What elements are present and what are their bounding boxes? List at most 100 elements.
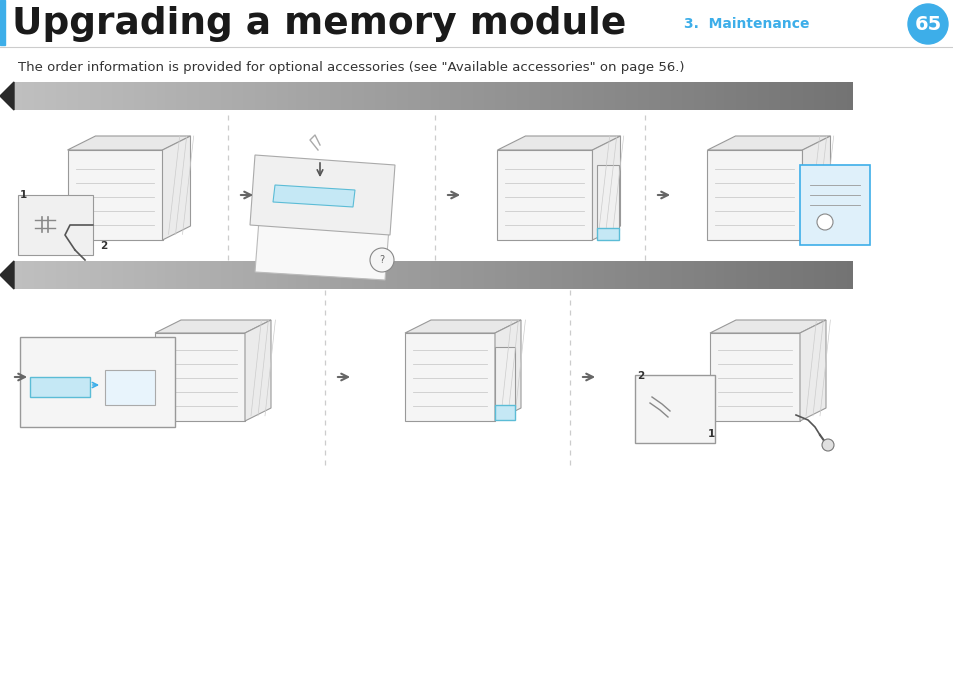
- Bar: [489, 261, 492, 289]
- Bar: [606, 82, 609, 110]
- Bar: [313, 82, 315, 110]
- Bar: [252, 261, 254, 289]
- Bar: [355, 261, 357, 289]
- Bar: [729, 261, 732, 289]
- Bar: [480, 82, 483, 110]
- Bar: [405, 333, 495, 421]
- Bar: [503, 82, 506, 110]
- Bar: [600, 82, 603, 110]
- Bar: [25, 82, 28, 110]
- Bar: [310, 261, 313, 289]
- Bar: [609, 82, 612, 110]
- Bar: [441, 261, 444, 289]
- Bar: [274, 82, 276, 110]
- Bar: [394, 82, 396, 110]
- Bar: [497, 261, 500, 289]
- Bar: [486, 261, 489, 289]
- Bar: [425, 82, 428, 110]
- Bar: [347, 82, 349, 110]
- Bar: [595, 82, 598, 110]
- Bar: [729, 82, 732, 110]
- Bar: [411, 261, 414, 289]
- Bar: [771, 261, 774, 289]
- Bar: [833, 82, 836, 110]
- Bar: [315, 261, 318, 289]
- Bar: [710, 82, 713, 110]
- Bar: [182, 261, 184, 289]
- Bar: [659, 82, 662, 110]
- Bar: [718, 261, 720, 289]
- Bar: [618, 82, 620, 110]
- Bar: [51, 82, 53, 110]
- Bar: [349, 82, 352, 110]
- Bar: [380, 261, 383, 289]
- Bar: [17, 82, 20, 110]
- Bar: [740, 261, 743, 289]
- Bar: [162, 261, 165, 289]
- Bar: [506, 82, 509, 110]
- Bar: [833, 261, 836, 289]
- Bar: [179, 82, 182, 110]
- Bar: [639, 261, 642, 289]
- Bar: [39, 261, 42, 289]
- Bar: [22, 261, 25, 289]
- Bar: [318, 261, 321, 289]
- Bar: [173, 82, 176, 110]
- Polygon shape: [245, 320, 271, 421]
- Bar: [735, 261, 738, 289]
- Bar: [53, 261, 56, 289]
- Bar: [545, 261, 548, 289]
- Bar: [849, 82, 852, 110]
- Bar: [357, 82, 360, 110]
- Bar: [587, 82, 590, 110]
- Bar: [665, 261, 668, 289]
- Bar: [396, 82, 399, 110]
- Bar: [679, 82, 681, 110]
- Bar: [846, 261, 849, 289]
- Bar: [461, 261, 464, 289]
- Bar: [419, 261, 422, 289]
- Bar: [294, 82, 296, 110]
- Bar: [190, 261, 193, 289]
- Bar: [0, 0, 5, 45]
- Bar: [422, 261, 425, 289]
- Bar: [357, 261, 360, 289]
- Bar: [838, 82, 841, 110]
- Bar: [785, 261, 788, 289]
- Bar: [762, 261, 765, 289]
- Bar: [573, 261, 576, 289]
- Bar: [709, 333, 800, 421]
- Bar: [249, 82, 252, 110]
- Bar: [195, 82, 198, 110]
- Bar: [95, 261, 98, 289]
- Bar: [489, 82, 492, 110]
- Bar: [153, 82, 156, 110]
- Bar: [422, 82, 425, 110]
- Bar: [777, 261, 780, 289]
- Bar: [799, 261, 801, 289]
- Bar: [799, 82, 801, 110]
- Bar: [668, 82, 671, 110]
- Bar: [28, 261, 30, 289]
- Bar: [268, 82, 271, 110]
- Bar: [696, 82, 699, 110]
- Bar: [201, 82, 204, 110]
- Bar: [254, 261, 257, 289]
- Bar: [285, 261, 288, 289]
- Bar: [477, 261, 480, 289]
- Bar: [117, 82, 120, 110]
- Bar: [567, 82, 570, 110]
- Bar: [195, 261, 198, 289]
- Bar: [416, 261, 419, 289]
- Bar: [603, 82, 606, 110]
- Bar: [274, 261, 276, 289]
- Bar: [221, 261, 224, 289]
- Bar: [651, 261, 654, 289]
- Bar: [159, 82, 162, 110]
- Bar: [746, 261, 749, 289]
- Bar: [36, 261, 39, 289]
- Bar: [120, 82, 123, 110]
- Bar: [841, 82, 843, 110]
- Polygon shape: [162, 136, 191, 240]
- Bar: [612, 82, 615, 110]
